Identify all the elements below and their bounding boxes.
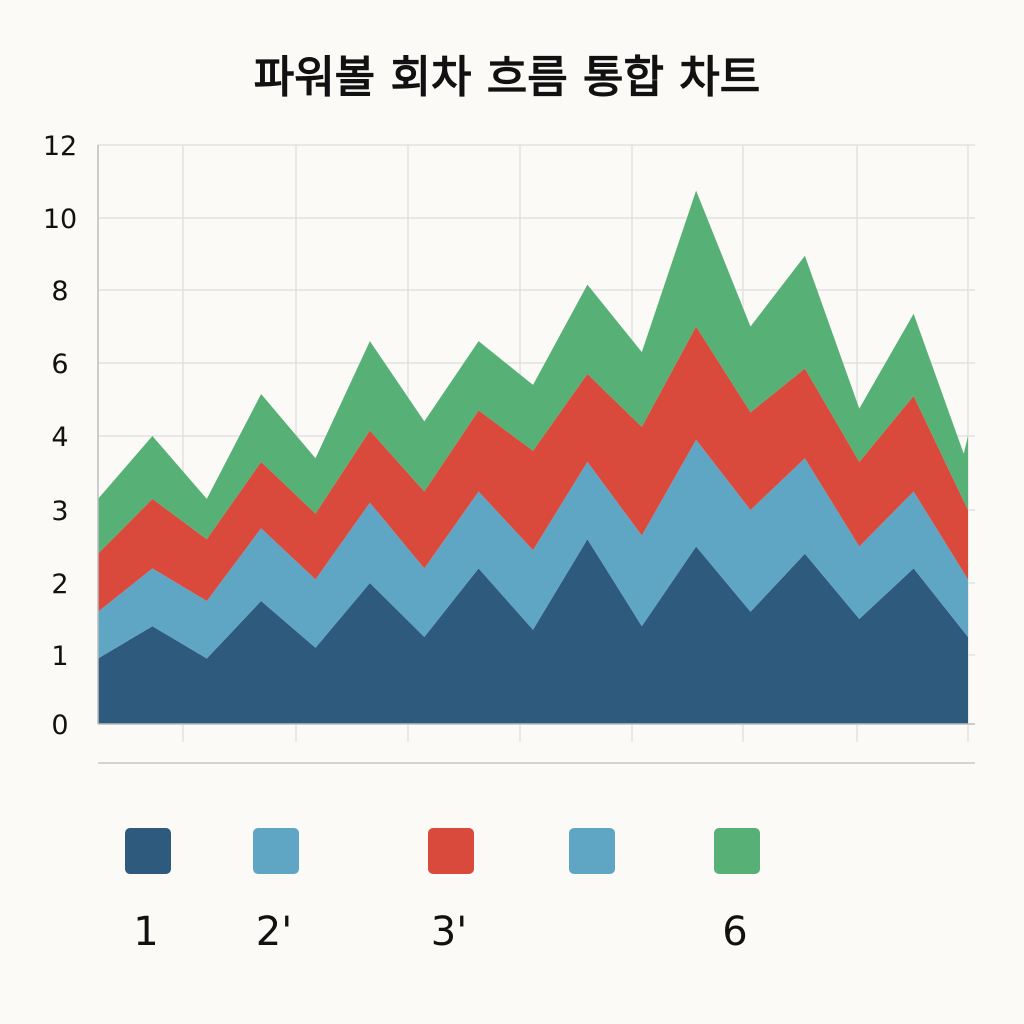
axes — [97, 145, 975, 764]
y-tick-label: 3 — [51, 496, 68, 527]
y-tick-label: 0 — [51, 710, 68, 741]
y-tick-label: 1 — [51, 641, 68, 672]
legend-swatch — [125, 828, 171, 874]
y-tick-label: 8 — [51, 276, 68, 307]
legend-label: 6 — [722, 909, 747, 955]
legend-label: 2' — [256, 909, 292, 955]
chart-title: 파워볼 회차 흐름 통합 차트 — [254, 52, 761, 103]
legend-label: 3' — [431, 909, 467, 955]
area-series-3 — [98, 326, 968, 612]
area-series-4 — [98, 190, 968, 554]
y-tick-label: 12 — [43, 131, 77, 162]
area-series-2 — [98, 439, 968, 659]
area-series-1 — [98, 539, 968, 724]
y-tick-label: 10 — [43, 204, 77, 235]
areas — [98, 190, 968, 724]
legend-label: 1 — [133, 909, 158, 955]
legend: 1 2' 3' 6 — [125, 828, 760, 955]
y-tick-label: 6 — [51, 349, 68, 380]
legend-swatch — [428, 828, 474, 874]
y-tick-label: 4 — [51, 422, 68, 453]
legend-swatch — [569, 828, 615, 874]
legend-swatch — [714, 828, 760, 874]
legend-swatch — [253, 828, 299, 874]
y-tick-label: 2 — [51, 569, 68, 600]
